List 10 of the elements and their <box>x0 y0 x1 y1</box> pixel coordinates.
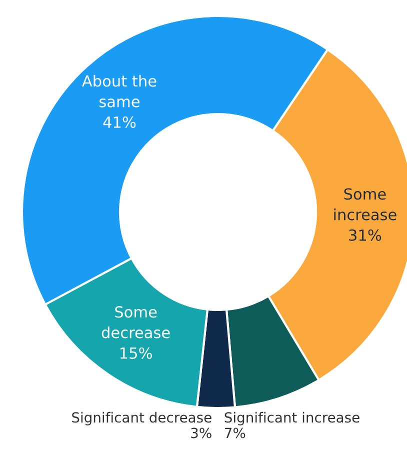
slice-label: Significant increase <box>224 412 360 426</box>
slice-label: Significant decrease <box>72 412 212 426</box>
data-label: 41% <box>103 116 136 128</box>
slice-label: Some increase <box>334 188 396 220</box>
data-label: 15% <box>120 347 152 359</box>
data-label: 7% <box>225 428 246 438</box>
slice-label: Some decrease <box>102 306 170 338</box>
data-label: 3% <box>191 428 212 438</box>
data-label: 31% <box>349 229 382 241</box>
slice-label: About the same <box>82 74 156 108</box>
